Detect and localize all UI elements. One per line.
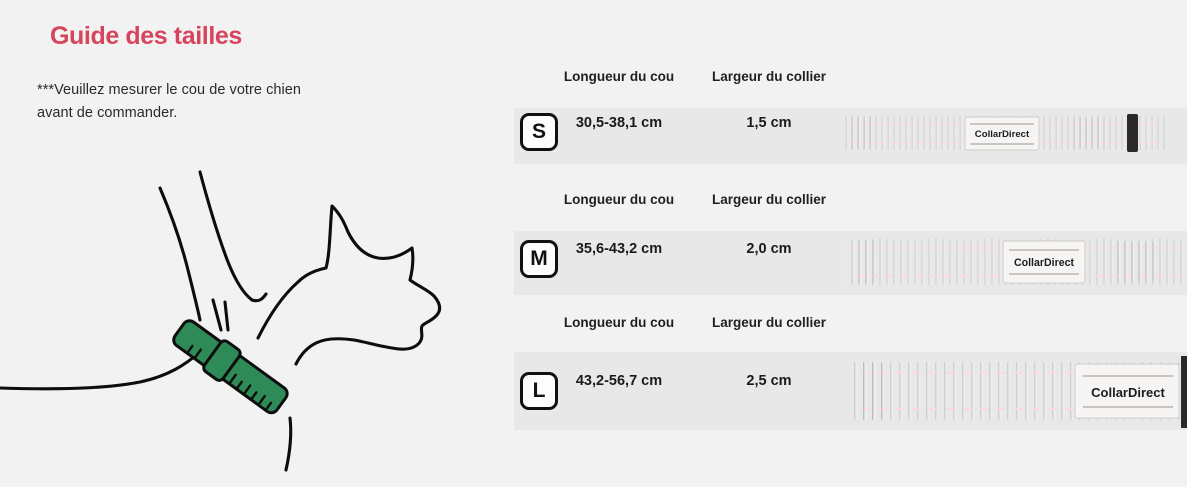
- table-row: Longueur du cou Largeur du collier M 35,…: [500, 123, 1187, 303]
- brand-label-tag: CollarDirect: [1002, 240, 1086, 284]
- column-header-collar-width: Largeur du collier: [711, 69, 827, 84]
- row-column-headers: Longueur du cou Largeur du collier: [544, 66, 844, 88]
- collar-image-l: CollarDirect: [811, 340, 1187, 446]
- brand-label-tag: CollarDirect: [964, 116, 1040, 151]
- row-column-headers: Longueur du cou Largeur du collier: [544, 312, 844, 334]
- column-header-neck-length: Longueur du cou: [563, 69, 675, 84]
- collar-image-m: CollarDirect: [811, 219, 1187, 307]
- value-collar-width: 2,0 cm: [746, 241, 792, 257]
- column-header-neck-length: Longueur du cou: [563, 192, 675, 207]
- size-badge-label: L: [532, 379, 546, 402]
- brand-label-text: CollarDirect: [975, 129, 1030, 140]
- size-badge-l: L: [520, 372, 558, 410]
- dog-neck-measuring-illustration: [0, 170, 442, 472]
- row-values: 43,2-56,7 cm 2,5 cm: [544, 370, 844, 393]
- brand-label-text: CollarDirect: [1091, 385, 1165, 400]
- size-badge-m: M: [520, 240, 558, 278]
- left-panel: Guide des tailles ***Veuillez mesurer le…: [0, 0, 500, 487]
- value-collar-width: 2,5 cm: [746, 373, 792, 389]
- size-table: Longueur du cou Largeur du collier S 30,…: [500, 0, 1187, 487]
- table-row: Longueur du cou Largeur du collier S 30,…: [500, 0, 1187, 170]
- column-header-collar-width: Largeur du collier: [711, 315, 827, 330]
- column-header-collar-width: Largeur du collier: [711, 192, 827, 207]
- brand-label-tag: CollarDirect: [1074, 363, 1180, 419]
- collar-image-s: CollarDirect: [811, 96, 1187, 170]
- value-collar-width: 1,5 cm: [746, 115, 792, 131]
- value-neck-length: 43,2-56,7 cm: [575, 373, 663, 389]
- table-row: Longueur du cou Largeur du collier L 43,…: [500, 248, 1187, 448]
- row-column-headers: Longueur du cou Largeur du collier: [544, 189, 844, 211]
- value-neck-length: 35,6-43,2 cm: [575, 241, 663, 257]
- size-badge-label: M: [530, 247, 548, 270]
- row-values: 35,6-43,2 cm 2,0 cm: [544, 238, 844, 261]
- page-title: Guide des tailles: [50, 22, 242, 50]
- measure-note: ***Veuillez mesurer le cou de votre chie…: [37, 82, 301, 122]
- brand-label-text: CollarDirect: [1014, 257, 1075, 269]
- column-header-neck-length: Longueur du cou: [563, 315, 675, 330]
- value-neck-length: 30,5-38,1 cm: [575, 115, 663, 131]
- row-values: 30,5-38,1 cm 1,5 cm: [544, 112, 844, 135]
- size-badge-label: S: [531, 120, 546, 143]
- size-badge-s: S: [520, 113, 558, 151]
